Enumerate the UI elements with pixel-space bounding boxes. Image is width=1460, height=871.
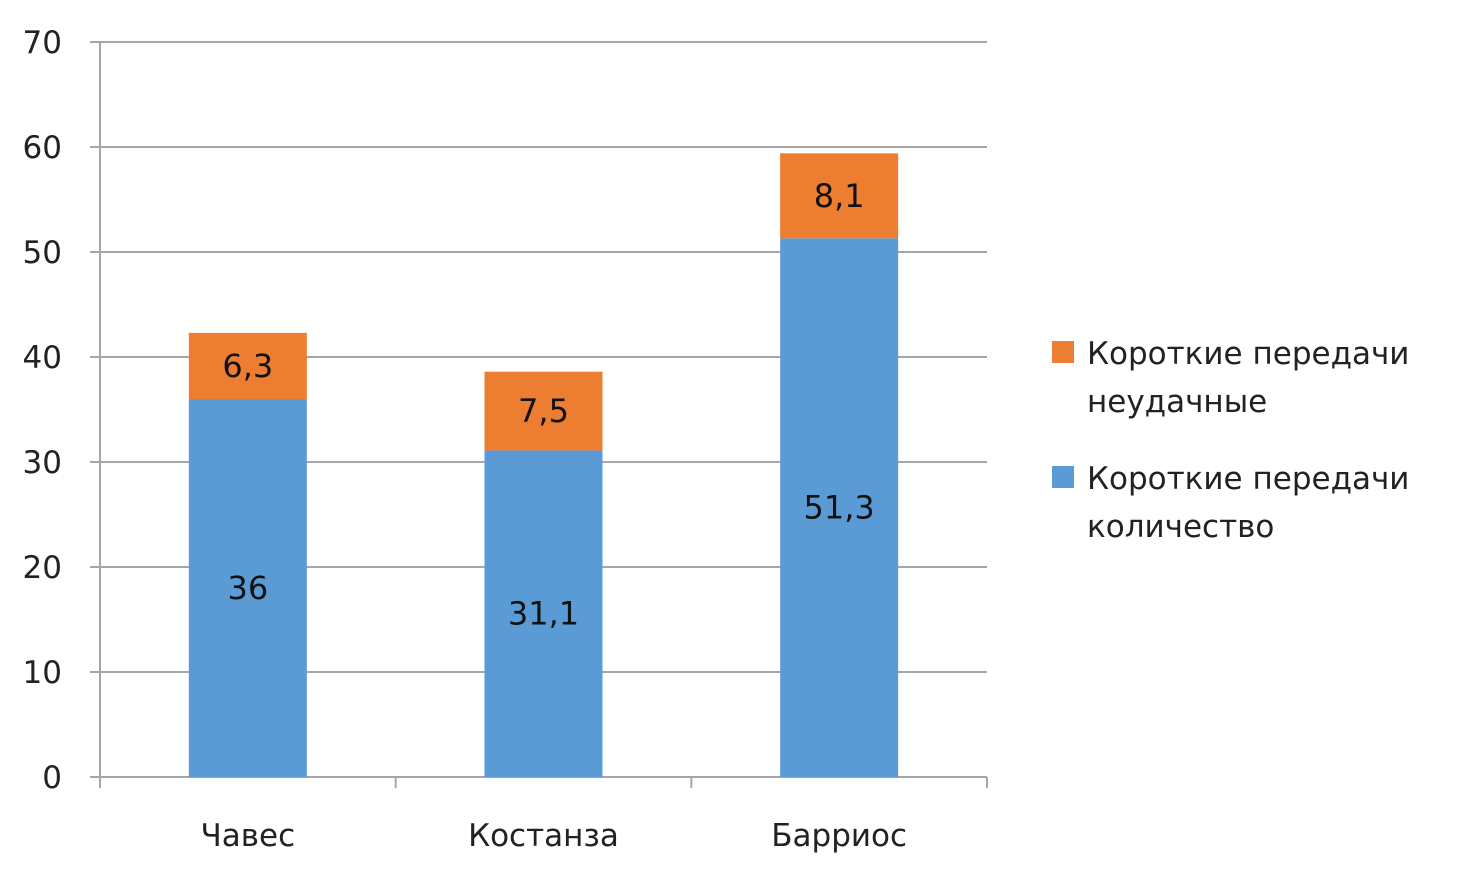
bar-series1-1 [188,399,307,777]
category-label: Чавес [201,818,296,854]
data-label-series2-3: 8,1 [814,177,865,215]
y-tick-label: 10 [23,655,62,691]
data-label-series2-1: 6,3 [222,347,273,385]
legend: Короткие передачи неудачные Короткие перед… [1052,336,1409,545]
y-tick-label: 50 [23,235,62,271]
legend-label: Короткие передачи [1087,461,1409,497]
legend-label: Короткие передачи [1087,336,1409,372]
data-label-series1-2: 31,1 [508,595,579,633]
y-tick-label: 20 [23,550,62,586]
legend-label: количество [1087,509,1274,545]
data-label-series1-3: 51,3 [804,489,875,527]
data-label-series2-2: 7,5 [518,392,569,430]
category-label: Барриос [771,818,907,854]
y-tick-label: 30 [23,445,62,481]
bars [188,153,899,778]
legend-swatch [1052,466,1074,488]
bar-series2-3 [780,153,899,239]
y-tick-label: 40 [23,340,62,376]
data-label-series1-1: 36 [227,569,268,607]
bar-series1-3 [780,238,899,778]
bar-series1-2 [484,450,603,777]
data-labels: 36 6,3 31,1 7,5 51,3 8,1 [222,177,874,633]
category-label: Костанза [468,818,619,854]
legend-swatch [1052,341,1074,363]
bar-series2-2 [484,371,603,451]
legend-label: неудачные [1087,384,1267,420]
y-tick-label: 70 [23,25,62,61]
bar-series2-1 [188,332,307,399]
y-tick-label: 0 [42,760,62,796]
y-tick-label: 60 [23,130,62,166]
